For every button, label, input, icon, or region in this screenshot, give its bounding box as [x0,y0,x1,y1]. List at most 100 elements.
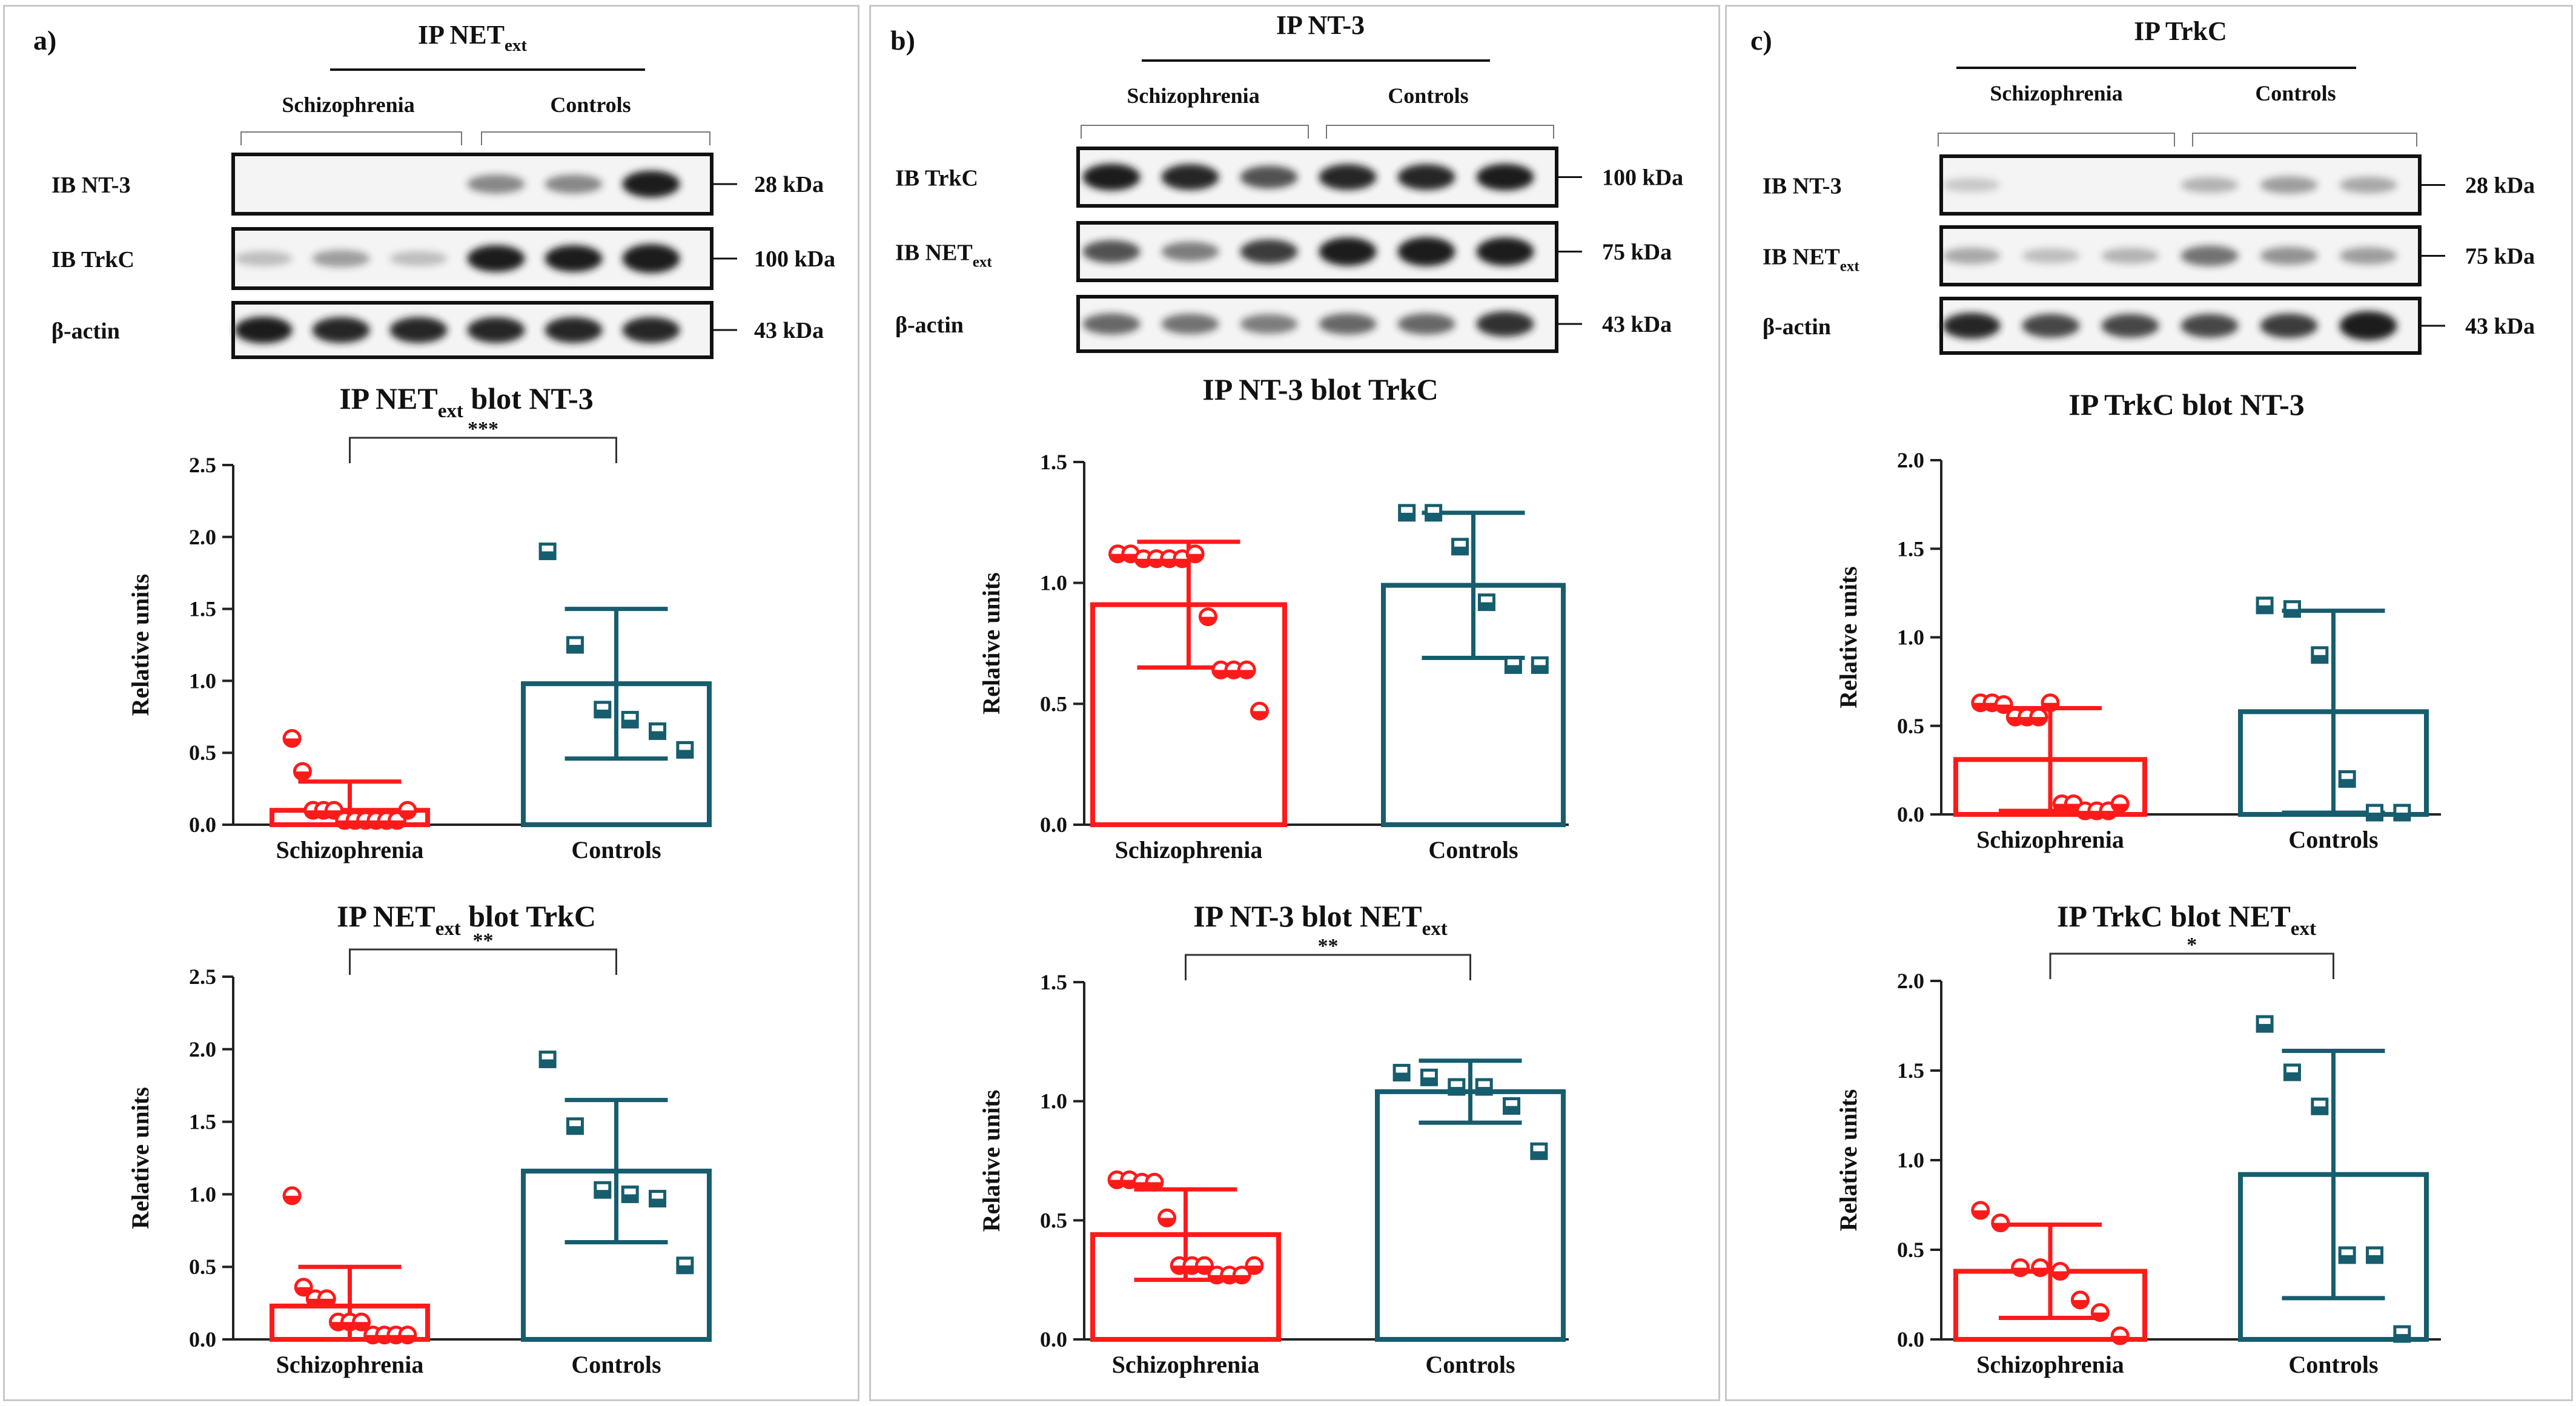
panel-c-band [2339,176,2397,194]
chart-c-lower-title-main: IP TrkC blot NET [2057,899,2291,933]
panel-a-ip-title-main: IP NET [418,20,505,50]
chart-b-lower-significance-label: ** [1318,935,1339,957]
panel-b-band [1476,237,1534,266]
panel-c-blot-0 [1939,154,2445,216]
panel-c-group-label-0: Schizophrenia [1990,81,2122,105]
chart-a-upper-title-subscript: ext [438,400,463,422]
chart-a-upper-title-main: IP NET [339,381,438,415]
panel-c-blot-1 [1939,225,2445,286]
chart-b-lower-category-label-0: Schizophrenia [1112,1351,1260,1378]
panel-a-band [389,251,448,266]
panel-b-kda-label-0: 100 kDa [1602,165,1683,191]
chart-b-lower-point-fill [1449,1087,1464,1095]
chart-a-upper-point-fill [284,738,300,747]
panel-b-blot-label-1-main: IB NET [895,240,973,266]
chart-c-lower-point-fill [2032,1267,2048,1276]
panel-c-kda-label-1: 75 kDa [2465,244,2535,269]
chart-b-upper-y-label: Relative units [978,572,1005,714]
chart-c-lower-point-fill [1972,1210,1988,1218]
panel-a-band [622,244,680,273]
panel-a-group-bracket-0 [240,131,462,145]
panel-b-band [1476,163,1534,191]
chart-b-lower-point-fill [1394,1072,1409,1080]
chart-c-lower-point-fill [1992,1223,2008,1231]
chart-c-upper-y-tick-label-2: 1.0 [1897,625,1924,650]
chart-a-lower-y-tick-label-5: 2.5 [189,965,216,989]
panel-c-band [2180,245,2239,266]
panel-a-band [312,317,370,343]
chart-c-lower-y-tick-label-0: 0.0 [1897,1327,1924,1352]
chart-c-lower-point-fill [2072,1299,2088,1308]
chart-a-upper-y-tick-label-3: 1.5 [189,597,216,621]
chart-c-upper-y-tick-label-1: 0.5 [1897,714,1924,738]
chart-a-lower-title: IP NEText blot TrkC [337,899,596,940]
chart-b-upper-point-fill [1452,546,1468,554]
chart-c-upper-point-fill [2340,779,2355,787]
panel-c-blot-label-1-subscript: ext [1840,259,1860,275]
panel-b-band [1397,313,1455,335]
panel-c-band [2022,248,2080,263]
chart-c-upper-point-fill [2367,813,2382,820]
chart-c-lower-point-fill [2052,1271,2068,1279]
chart-c-lower-title-subscript: ext [2291,918,2316,940]
chart-b-upper-y-tick-label-0: 0.0 [1040,813,1067,837]
panel-b-blot-label-2-main: β-actin [895,312,964,338]
chart-a-lower-y-tick-label-2: 1.0 [189,1182,216,1206]
chart-b-lower-title-main: IP NT-3 blot NET [1193,899,1422,933]
panel-b-band [1319,164,1377,190]
panel-a-band [312,249,370,268]
panel-a-group-label-0: Schizophrenia [282,93,414,117]
panel-a-band [467,174,525,194]
panel-a-group-bracket-1 [481,131,710,145]
panel-c-blot-label-0: IB NT-3 [1763,174,1842,199]
panel-c-band [2101,248,2159,264]
chart-b-lower-y-tick-label-1: 0.5 [1040,1208,1067,1232]
panel-a-band [234,316,293,344]
chart-c-upper-title: IP TrkC blot NT-3 [2068,388,2304,421]
chart-b-upper: 0.0 0.5 1.0 1.5 Relative units Schizophrenia C… [978,450,1569,863]
panel-b-band [1240,239,1298,264]
panel-a-band [467,317,525,343]
chart-a-lower-y-tick-label-3: 1.5 [189,1110,216,1134]
panel-b-band [1319,237,1377,266]
panel-a-group-label-1: Controls [550,93,631,117]
panel-c-blot-label-2-main: β-actin [1763,314,1831,340]
chart-b-upper-point-fill [1426,512,1441,520]
panel-b-kda-label-1: 75 kDa [1602,240,1672,265]
chart-a-lower: 0.0 0.5 1.0 1.5 2.0 2.5 Relative units Schizoph… [127,929,712,1378]
panel-b-band [1397,164,1455,190]
chart-b-lower-title-subscript: ext [1422,918,1448,940]
chart-a-upper-point-fill [623,719,638,727]
chart-c-lower-category-label-1: Controls [2288,1351,2378,1378]
chart-b-lower-significance-bracket [1185,954,1471,980]
panel-c-band [1942,247,2001,265]
chart-a-lower-point-fill [319,1298,335,1307]
panel-a-kda-label-1: 100 kDa [754,246,835,272]
panel-c-blot-2 [1939,297,2445,355]
panel-a-band [545,317,603,343]
panel-c-group-label-1: Controls [2255,81,2336,105]
chart-a-upper-point-fill [650,731,665,739]
panel-b-blot-frame [1076,295,1558,353]
chart-c-lower-point-fill [2257,1024,2273,1032]
chart-c-upper-y-tick-label-4: 2.0 [1897,448,1924,472]
panel-c-band [1942,177,2001,193]
panel-b-blot-label-0: IB TrkC [895,166,978,191]
panel-c-band [2180,177,2239,193]
panel-b-band [1161,242,1219,262]
chart-b-upper-point-fill [1187,553,1204,562]
chart-b-lower-point-fill [1531,1151,1546,1159]
chart-a-upper-point-fill [595,709,610,717]
chart-c-lower-point-fill [2092,1312,2108,1321]
chart-c-lower-significance-label: * [2187,934,2197,956]
chart-a-lower-significance-bracket [349,948,617,975]
chart-b-upper-point-fill [1479,602,1494,610]
chart-a-lower-y-label: Relative units [127,1087,154,1229]
panel-a-blot-label-0: IB NT-3 [51,173,131,198]
panel-b-band [1476,311,1534,337]
chart-a-upper-y-label: Relative units [127,574,154,716]
panel-b-blot-label-1: IB NEText [895,240,992,271]
panel-a-ip-title-subscript: ext [505,36,527,55]
chart-a-lower-point-fill [540,1059,555,1067]
